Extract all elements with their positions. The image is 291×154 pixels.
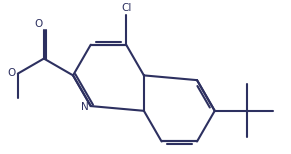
Text: O: O <box>7 68 15 78</box>
Text: N: N <box>81 102 89 112</box>
Text: Cl: Cl <box>121 3 131 13</box>
Text: O: O <box>34 19 43 29</box>
